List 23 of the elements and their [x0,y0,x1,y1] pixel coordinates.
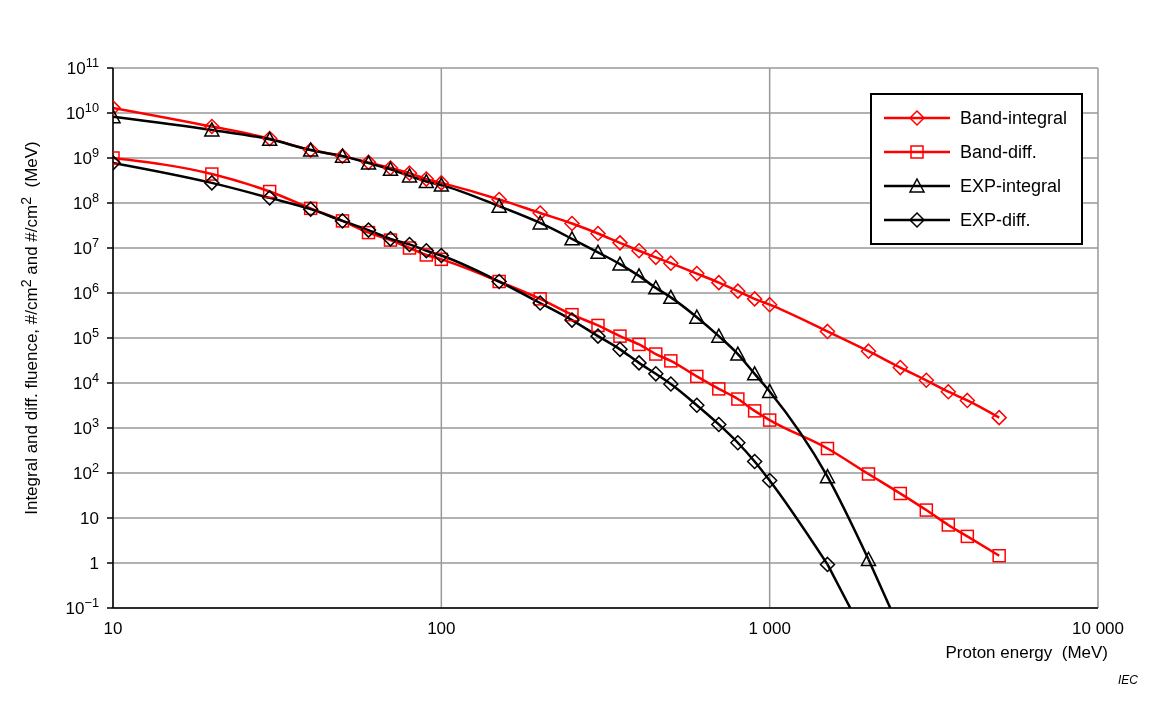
y-tick-label: 10$^{6}$ [72,279,99,303]
y-tick-label: 10$^{5}$ [72,324,99,348]
x-tick-label: 10 [103,619,123,638]
legend-label: EXP-diff. [959,209,1031,231]
x-tick-label: 10 000 [1072,619,1124,638]
y-tick-label: 10$^{9}$ [72,144,99,168]
y-tick-label: 10$^{10}$ [65,99,99,123]
legend-label: EXP-integral [959,175,1061,197]
text: IEC [1117,673,1138,687]
x-tick-label: 100 [427,619,456,638]
y-tick-label: 10$^{2}$ [72,459,99,483]
y-tick-label: 1 [89,554,99,573]
y-tick-label: 10$^{−1}$ [65,594,99,618]
y-tick-label: 10$^{8}$ [72,189,99,213]
y-tick-label: 10$^{3}$ [72,414,99,438]
legend-label: Band-integral [959,107,1067,129]
y-tick-label: 10$^{4}$ [72,369,99,393]
y-tick-label: 10 [80,509,99,528]
legend-label: Band-diff. [959,141,1037,163]
y-tick-label: 10$^{11}$ [66,54,99,78]
y-tick-label: 10$^{7}$ [72,234,99,258]
x-tick-label: 1 000 [748,619,791,638]
x-axis-title: Proton energy (MeV) [945,643,1108,663]
